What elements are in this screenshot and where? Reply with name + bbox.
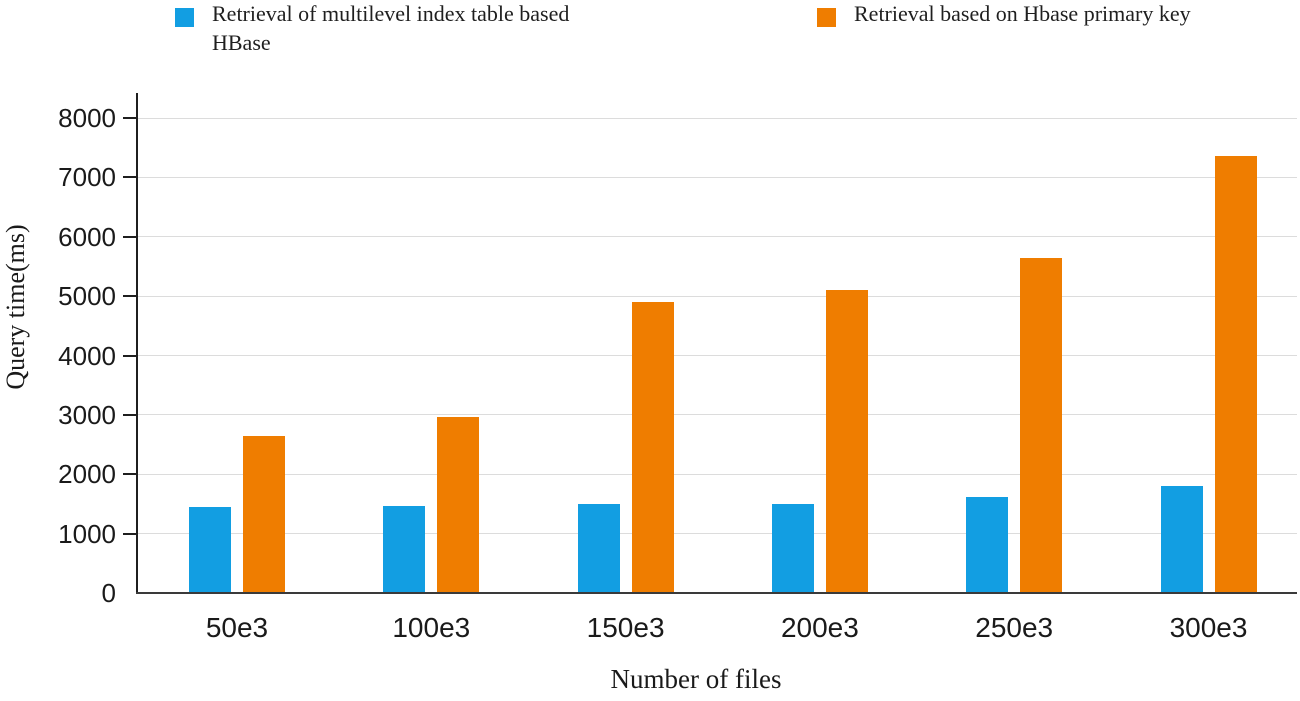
y-axis-tick [123,235,137,238]
y-axis-tick [123,176,137,179]
bar-multilevel-index-300e3 [1160,486,1203,593]
bar-multilevel-index-50e3 [189,506,231,593]
bar-hbase-primary-key-150e3 [631,302,674,593]
bar-hbase-primary-key-300e3 [1214,156,1257,593]
y-axis-tick [123,532,137,535]
x-axis-title: Number of files [610,664,782,694]
y-axis-line [136,93,138,594]
y-axis-tick [123,295,137,298]
y-axis-tick [123,473,137,476]
gridline [138,295,1297,297]
y-tick-label: 3000 [58,399,116,430]
bar-hbase-primary-key-250e3 [1020,257,1063,593]
bar-hbase-primary-key-50e3 [243,435,285,593]
x-tick-label: 250e3 [975,612,1054,643]
x-tick-label: 300e3 [1169,612,1248,643]
gridline [138,533,1297,535]
y-tick-label: 4000 [58,340,116,371]
gridline [138,117,1297,119]
x-tick-label: 200e3 [780,612,859,643]
legend-item-multilevel-index: Retrieval of multilevel index table base… [175,0,605,60]
gridline [138,414,1297,416]
bar-multilevel-index-200e3 [771,503,814,593]
bar-multilevel-index-150e3 [577,503,620,593]
bar-multilevel-index-250e3 [966,496,1009,593]
y-axis-title: Query time(ms) [1,224,30,390]
legend-label: Retrieval of multilevel index table base… [212,1,570,55]
x-tick-label: 150e3 [586,612,665,643]
y-tick-label: 2000 [58,459,116,490]
bar-hbase-primary-key-200e3 [825,290,868,593]
x-tick-label: 100e3 [392,612,471,643]
legend-item-hbase-primary-key: Retrieval based on Hbase primary key [817,0,1287,60]
bar-multilevel-index-100e3 [383,505,426,593]
legend-label: Retrieval based on Hbase primary key [854,1,1191,26]
y-axis-tick [123,413,137,416]
y-tick-label: 1000 [58,518,116,549]
y-axis-tick [123,117,137,119]
y-axis-tick [123,354,137,357]
y-tick-label: 5000 [58,281,116,312]
x-tick-label: 50e3 [205,612,269,643]
x-axis-line [136,592,1297,594]
gridline [138,355,1297,356]
y-tick-label: 8000 [58,103,116,133]
y-tick-label: 0 [101,578,116,608]
bar-hbase-primary-key-100e3 [437,416,480,593]
gridline [138,473,1297,475]
legend-swatch-orange [817,8,836,27]
y-tick-label: 7000 [58,162,116,193]
y-tick-label: 6000 [58,221,116,252]
legend-swatch-blue [175,8,194,27]
gridline [138,236,1297,238]
gridline [138,176,1297,178]
